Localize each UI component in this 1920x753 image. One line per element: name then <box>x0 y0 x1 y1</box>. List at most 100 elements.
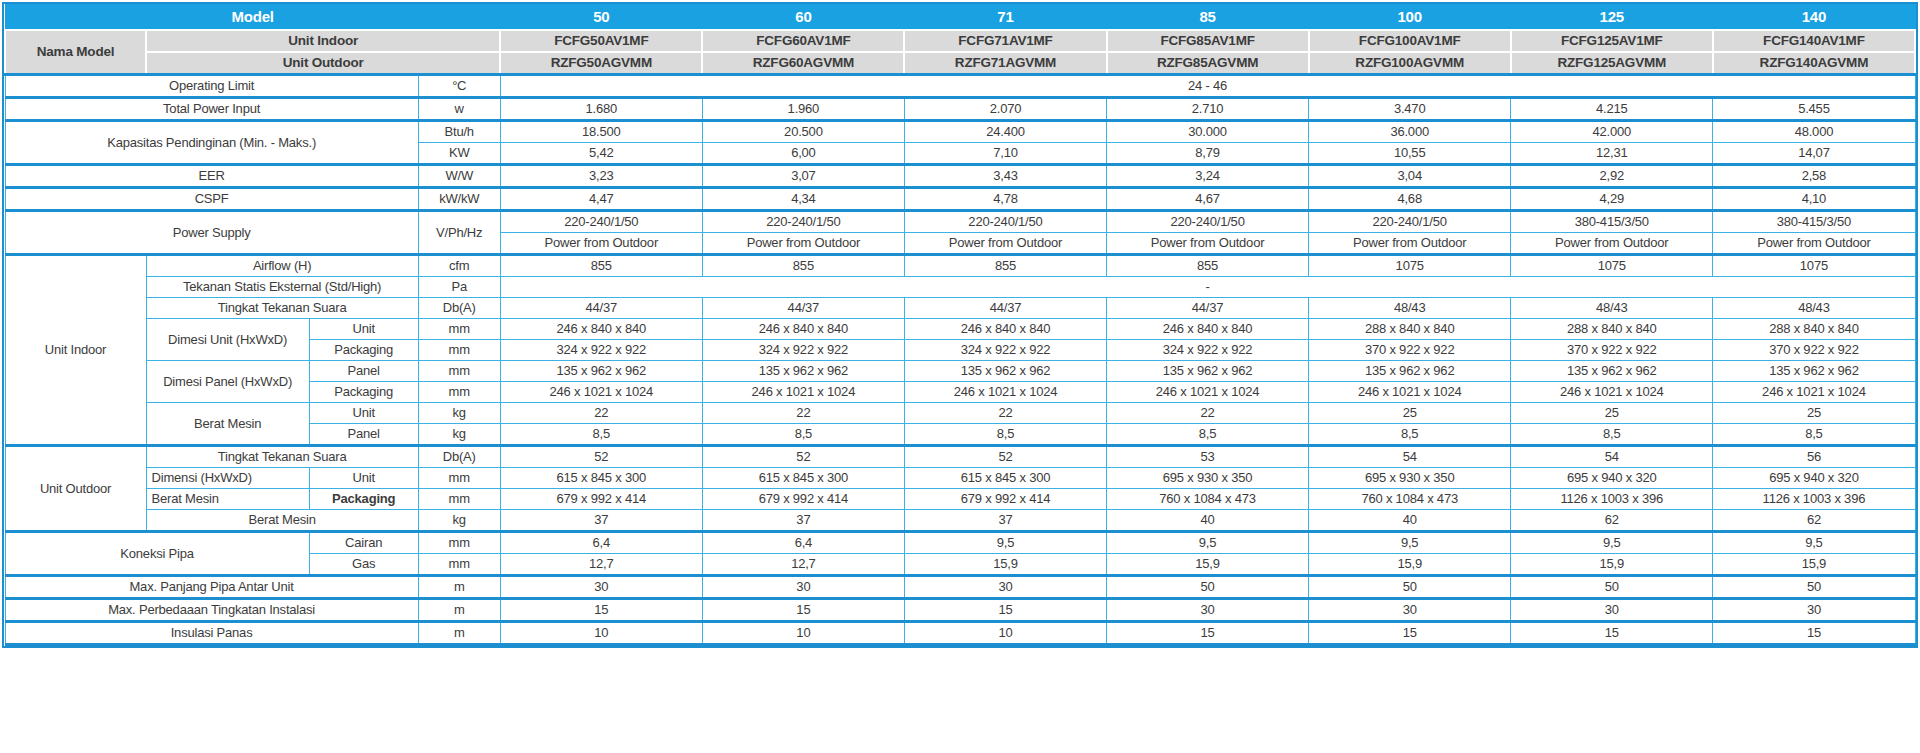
value-cell: 220-240/1/50 <box>1309 211 1511 233</box>
indoor-model-row: Nama Model Unit Indoor FCFG50AV1MFFCFG60… <box>5 30 1915 52</box>
value-cell: 615 x 845 x 300 <box>904 468 1106 489</box>
value-cell: 1.680 <box>500 98 702 121</box>
value-cell: 2,58 <box>1713 165 1915 188</box>
value-cell: 44/37 <box>904 298 1106 319</box>
spec-label: Tingkat Tekanan Suara <box>146 298 418 319</box>
value-cell: 4,29 <box>1511 188 1713 211</box>
value-cell: 135 x 962 x 962 <box>500 361 702 382</box>
spec-label: EER <box>5 165 418 188</box>
spec-table-container: Model 50 60 71 85 100 125 140 Nama Model… <box>2 2 1918 648</box>
value-cell: 9,5 <box>1713 532 1915 554</box>
spec-sublabel: Packaging <box>309 340 418 361</box>
value-cell: 15,9 <box>1107 554 1309 576</box>
value-cell: 62 <box>1511 510 1713 532</box>
spec-label: Berat Mesin <box>146 489 309 510</box>
value-cell: 679 x 992 x 414 <box>500 489 702 510</box>
value-cell: 220-240/1/50 <box>702 211 904 233</box>
spec-label: Berat Mesin <box>146 403 309 446</box>
unit-cell: kg <box>418 510 500 532</box>
unit-cell: kg <box>418 403 500 424</box>
unit-cell: KW <box>418 143 500 165</box>
value-cell: 56 <box>1713 446 1915 468</box>
unit-cell: Btu/h <box>418 121 500 143</box>
spec-label: Airflow (H) <box>146 255 418 277</box>
spec-row-insulation: Insulasi Panas m 10101015151515 <box>5 622 1915 645</box>
value-cell: 324 x 922 x 922 <box>702 340 904 361</box>
value-cell: 695 x 940 x 320 <box>1511 468 1713 489</box>
value-cell: 246 x 840 x 840 <box>904 319 1106 340</box>
value-cell: 30.000 <box>1107 121 1309 143</box>
value-cell: 135 x 962 x 962 <box>1713 361 1915 382</box>
value-cell: 62 <box>1713 510 1915 532</box>
value-cell: 1126 x 1003 x 396 <box>1713 489 1915 510</box>
value-cell: 1126 x 1003 x 396 <box>1511 489 1713 510</box>
value-cell: 52 <box>500 446 702 468</box>
unit-cell: mm <box>418 468 500 489</box>
value-cell: 1075 <box>1511 255 1713 277</box>
model-name-cell: RZFG50AGVMM <box>500 52 702 75</box>
value-cell: 15,9 <box>1309 554 1511 576</box>
value-cell: 615 x 845 x 300 <box>702 468 904 489</box>
value-cell: Power from Outdoor <box>1713 233 1915 255</box>
spec-row-dim-panel: Dimesi Panel (HxWxD) Panel mm 135 x 962 … <box>5 361 1915 382</box>
value-cell: 760 x 1084 x 473 <box>1309 489 1511 510</box>
value-cell: 18.500 <box>500 121 702 143</box>
value-cell: 1075 <box>1713 255 1915 277</box>
value-cell: 48/43 <box>1713 298 1915 319</box>
value-cell: 370 x 922 x 922 <box>1309 340 1511 361</box>
value-cell: 246 x 1021 x 1024 <box>1309 382 1511 403</box>
spec-row-outdoor-weight: Berat Mesin kg 37373740406262 <box>5 510 1915 532</box>
spec-label: Koneksi Pipa <box>5 532 309 576</box>
unit-outdoor-header: Unit Outdoor <box>146 52 500 75</box>
unit-cell: mm <box>418 489 500 510</box>
value-cell: 8,79 <box>1107 143 1309 165</box>
value-cell: 15 <box>1107 622 1309 645</box>
value-cell: 246 x 840 x 840 <box>702 319 904 340</box>
model-name-cell: RZFG60AGVMM <box>702 52 904 75</box>
unit-cell: mm <box>418 340 500 361</box>
spec-sublabel: Packaging <box>309 489 418 510</box>
value-cell: 50 <box>1309 576 1511 599</box>
value-cell: 53 <box>1107 446 1309 468</box>
spec-row-outdoor-sound: Unit Outdoor Tingkat Tekanan Suara Db(A)… <box>5 446 1915 468</box>
value-cell: 40 <box>1107 510 1309 532</box>
model-name-cell: RZFG140AGVMM <box>1713 52 1915 75</box>
spec-label: Power Supply <box>5 211 418 255</box>
value-cell: 50 <box>1713 576 1915 599</box>
value-cell: 44/37 <box>702 298 904 319</box>
spec-label: Max. Panjang Pipa Antar Unit <box>5 576 418 599</box>
spec-row-cspf: CSPF kW/kW 4,474,344,784,674,684,294,10 <box>5 188 1915 211</box>
value-cell: 12,31 <box>1511 143 1713 165</box>
spec-row-indoor-weight-unit: Berat Mesin Unit kg 22222222252525 <box>5 403 1915 424</box>
value-cell: 246 x 840 x 840 <box>1107 319 1309 340</box>
value-cell: 30 <box>1511 599 1713 622</box>
value-cell: 370 x 922 x 922 <box>1713 340 1915 361</box>
value-cell: 12,7 <box>500 554 702 576</box>
value-cell: 14,07 <box>1713 143 1915 165</box>
value-cell: 220-240/1/50 <box>1107 211 1309 233</box>
spec-label: Max. Perbedaaan Tingkatan Instalasi <box>5 599 418 622</box>
value-cell: 54 <box>1511 446 1713 468</box>
value-cell: - <box>500 277 1915 298</box>
value-cell: 695 x 930 x 350 <box>1309 468 1511 489</box>
value-cell: 246 x 1021 x 1024 <box>904 382 1106 403</box>
spec-label: Total Power Input <box>5 98 418 121</box>
model-name-cell: FCFG140AV1MF <box>1713 30 1915 52</box>
value-cell: 220-240/1/50 <box>904 211 1106 233</box>
value-cell: 44/37 <box>500 298 702 319</box>
value-cell: 30 <box>500 576 702 599</box>
value-cell: 380-415/3/50 <box>1511 211 1713 233</box>
spec-label: Berat Mesin <box>146 510 418 532</box>
value-cell: 3,07 <box>702 165 904 188</box>
value-cell: 4,34 <box>702 188 904 211</box>
model-size-header: 140 <box>1713 5 1915 31</box>
value-cell: 288 x 840 x 840 <box>1309 319 1511 340</box>
value-cell: 8,5 <box>702 424 904 446</box>
value-cell: 6,4 <box>702 532 904 554</box>
spec-label: Insulasi Panas <box>5 622 418 645</box>
unit-cell: cfm <box>418 255 500 277</box>
value-cell: 30 <box>904 576 1106 599</box>
value-cell: 30 <box>702 576 904 599</box>
spec-row-outdoor-packaging: Berat Mesin Packaging mm 679 x 992 x 414… <box>5 489 1915 510</box>
outdoor-model-row: Unit Outdoor RZFG50AGVMMRZFG60AGVMMRZFG7… <box>5 52 1915 75</box>
